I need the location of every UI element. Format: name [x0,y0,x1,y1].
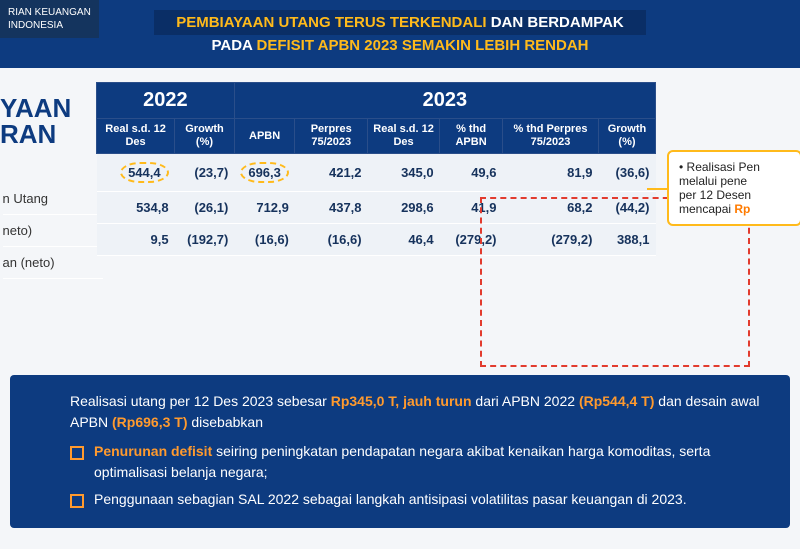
bullet-2: Penggunaan sebagian SAL 2022 sebagai lan… [70,489,766,510]
data-table: 2022 2023 Real s.d. 12 Des Growth (%) AP… [96,82,656,256]
cell: 696,3 [234,154,295,192]
cell: (44,2) [598,192,655,224]
ministry-badge: RIAN KEUANGAN INDONESIA [0,0,99,38]
section-l2: RAN [0,121,71,147]
th-b6: Growth (%) [598,119,655,154]
th-year-2023: 2023 [234,83,655,119]
th-b1: APBN [234,119,295,154]
cell: (192,7) [175,224,235,256]
cell: 41,9 [440,192,503,224]
cell: (26,1) [175,192,235,224]
header: RIAN KEUANGAN INDONESIA PEMBIAYAAN UTANG… [0,0,800,68]
cell: (36,6) [598,154,655,192]
cell: 712,9 [234,192,295,224]
th-b2: Perpres 75/2023 [295,119,368,154]
cell: 81,9 [503,154,599,192]
cell: 544,4n Utang [97,154,175,192]
cell: (16,6) [295,224,368,256]
cell: 388,1 [598,224,655,256]
cell: 298,6 [368,192,440,224]
table-row: 544,4n Utang(23,7)696,3421,2345,049,681,… [97,154,656,192]
sc-line4: mencapai Rp [679,202,790,216]
section-label: YAAN RAN [0,95,71,147]
subtitle: PADA DEFISIT APBN 2023 SEMAKIN LEBIH REN… [0,37,800,54]
ministry-line1: RIAN KEUANGAN [8,6,91,19]
cell: 9,5an (neto) [97,224,175,256]
th-b5: % thd Perpres 75/2023 [503,119,599,154]
title-yellow: PEMBIAYAAN UTANG TERUS TERKENDALI [176,14,486,31]
sc-line2: melalui pene [679,174,790,188]
section-l1: YAAN [0,95,71,121]
table-row: 534,8neto)(26,1)712,9437,8298,641,968,2(… [97,192,656,224]
th-b4: % thd APBN [440,119,503,154]
cell: 49,6 [440,154,503,192]
sc-line1: • Realisasi Pen [679,160,790,174]
row-label: n Utang [3,183,103,215]
title-white-tail: DAN BERDAMPAK [487,14,624,31]
th-b3: Real s.d. 12 Des [368,119,440,154]
subtitle-pre: PADA [212,37,257,54]
cell: (23,7) [175,154,235,192]
ministry-line2: INDONESIA [8,19,91,32]
title-pill: PEMBIAYAAN UTANG TERUS TERKENDALI DAN BE… [154,10,646,35]
side-note-card: • Realisasi Pen melalui pene per 12 Dese… [667,150,800,226]
th-year-2022: 2022 [97,83,235,119]
row-label: an (neto) [3,247,103,279]
cell: (279,2) [503,224,599,256]
cell: 68,2 [503,192,599,224]
cell: 345,0 [368,154,440,192]
table-row: 9,5an (neto)(192,7)(16,6)(16,6)46,4(279,… [97,224,656,256]
th-a1: Real s.d. 12 Des [97,119,175,154]
cell: (16,6) [234,224,295,256]
cell: (279,2) [440,224,503,256]
row-label: neto) [3,215,103,247]
bullet-1: Penurunan defisit seiring peningkatan pe… [70,441,766,483]
subtitle-yellow: DEFISIT APBN 2023 SEMAKIN LEBIH RENDAH [257,37,589,54]
cell: 437,8 [295,192,368,224]
cell: 534,8neto) [97,192,175,224]
th-a2: Growth (%) [175,119,235,154]
cell: 46,4 [368,224,440,256]
summary-panel: Realisasi utang per 12 Des 2023 sebesar … [10,375,790,528]
sc-line3: per 12 Desen [679,188,790,202]
summary-text: Realisasi utang per 12 Des 2023 sebesar … [70,391,766,433]
cell: 421,2 [295,154,368,192]
